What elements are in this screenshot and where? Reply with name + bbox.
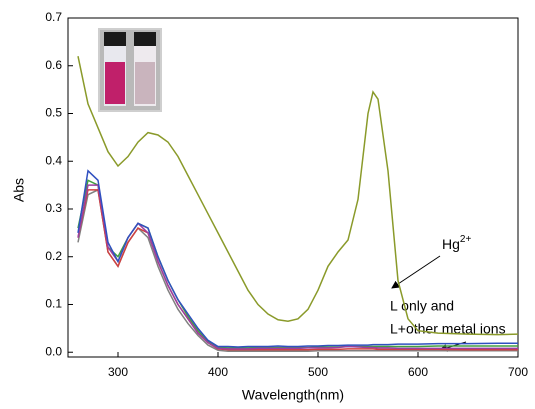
x-tick-label: 700 (508, 365, 528, 379)
series-line (77, 56, 519, 336)
y-tick-label: 0.4 (45, 153, 62, 167)
y-tick-label: 0.0 (45, 344, 62, 358)
annotation: L only and (390, 298, 454, 314)
y-tick-label: 0.7 (45, 10, 62, 24)
series-line (77, 184, 518, 350)
arrow (391, 255, 441, 289)
x-tick-label: 500 (308, 365, 328, 379)
series-line (77, 169, 518, 348)
plot-frame (67, 17, 519, 358)
x-tick-label: 300 (108, 365, 128, 379)
y-tick-label: 0.5 (45, 106, 62, 120)
series-line (77, 188, 518, 353)
annotation: Hg2+ (442, 234, 471, 252)
y-axis-label: Abs (11, 178, 27, 202)
y-tick-label: 0.2 (45, 249, 62, 263)
y-tick-label: 0.6 (45, 58, 62, 72)
annotation: L+other metal ions (390, 321, 506, 337)
x-axis-label: Wavelength(nm) (242, 387, 344, 403)
series-line (77, 189, 518, 351)
annotation-text: Hg (442, 236, 460, 252)
annotation-sup: 2+ (460, 234, 472, 245)
inset-photo (98, 28, 162, 112)
x-tick-label: 600 (408, 365, 428, 379)
y-tick-label: 0.1 (45, 297, 62, 311)
y-tick-label: 0.3 (45, 201, 62, 215)
x-tick-label: 400 (208, 365, 228, 379)
